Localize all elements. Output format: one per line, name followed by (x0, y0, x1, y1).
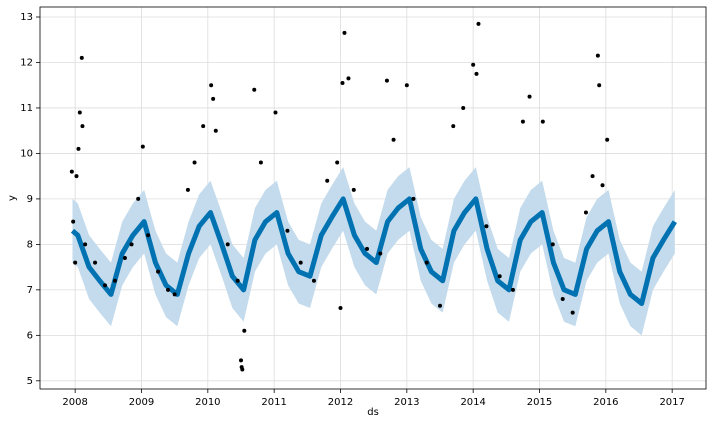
observed-point (211, 96, 216, 101)
observed-point (103, 283, 108, 288)
observed-point (605, 137, 610, 142)
y-tick-label: 13 (20, 12, 33, 23)
y-tick-label: 5 (27, 376, 33, 387)
observed-point (136, 196, 141, 201)
observed-point (192, 160, 197, 165)
observed-point (93, 260, 98, 265)
observed-point (285, 228, 290, 233)
observed-point (474, 71, 479, 76)
y-tick-label: 9 (27, 194, 33, 205)
observed-point (424, 260, 429, 265)
observed-point (451, 124, 456, 129)
observed-point (484, 224, 489, 229)
observed-point (69, 169, 74, 174)
observed-point (560, 296, 565, 301)
plot-frame (39, 6, 707, 390)
observed-point (600, 183, 605, 188)
y-tick-label: 8 (27, 239, 33, 250)
observed-point (146, 233, 151, 238)
observed-point (238, 358, 243, 363)
observed-point (240, 367, 245, 372)
observed-point (77, 110, 82, 115)
observed-point (550, 242, 555, 247)
observed-point (527, 94, 532, 99)
x-axis-label: ds (367, 407, 379, 418)
x-tick-label: 2008 (62, 397, 87, 408)
observed-point (73, 260, 78, 265)
uncertainty-band (72, 167, 675, 336)
observed-point (378, 251, 383, 256)
y-tick-label: 11 (20, 103, 33, 114)
observed-point (242, 328, 247, 333)
observed-point (201, 124, 206, 129)
observed-point (411, 196, 416, 201)
observed-point (185, 187, 190, 192)
x-tick-label: 2009 (129, 397, 154, 408)
observed-point (76, 146, 81, 151)
observed-point (71, 219, 76, 224)
observed-point (166, 287, 171, 292)
observed-point (583, 210, 588, 215)
y-tick-label: 12 (20, 57, 33, 68)
x-tick-label: 2012 (328, 397, 353, 408)
x-tick-label: 2010 (195, 397, 220, 408)
observed-point (258, 160, 263, 165)
observed-point (391, 137, 396, 142)
observed-point (74, 174, 79, 179)
x-tick-label: 2011 (261, 397, 286, 408)
observed-point (476, 21, 481, 26)
observed-point (252, 87, 257, 92)
observed-point (335, 160, 340, 165)
y-tick-label: 10 (20, 148, 33, 159)
x-tick-label: 2016 (593, 397, 618, 408)
y-axis-label: y (7, 195, 18, 201)
observed-point (172, 292, 177, 297)
observed-point (510, 287, 515, 292)
observed-point (384, 78, 389, 83)
observed-point (540, 119, 545, 124)
observed-point (298, 260, 303, 265)
observed-point (79, 55, 84, 60)
observed-point (404, 83, 409, 88)
x-tick-label: 2014 (460, 397, 485, 408)
observed-point (225, 242, 230, 247)
observed-point (437, 303, 442, 308)
observed-point (122, 256, 127, 261)
observed-point (570, 310, 575, 315)
observed-point (461, 105, 466, 110)
y-tick-label: 7 (27, 285, 33, 296)
observed-point (156, 269, 161, 274)
observed-point (325, 178, 330, 183)
observed-point (213, 128, 218, 133)
observed-point (520, 119, 525, 124)
observed-point (338, 306, 343, 311)
observed-point (129, 242, 134, 247)
x-tick-label: 2013 (394, 397, 419, 408)
observed-point (595, 53, 600, 58)
observed-point (346, 76, 351, 81)
observed-point (365, 246, 370, 251)
observed-point (590, 174, 595, 179)
x-tick-label: 2017 (659, 397, 684, 408)
observed-point (83, 242, 88, 247)
observed-point (273, 110, 278, 115)
observed-point (80, 124, 85, 129)
observed-point (342, 30, 347, 35)
observed-point (235, 278, 240, 283)
observed-point (311, 278, 316, 283)
y-tick-label: 6 (27, 330, 33, 341)
forecast-line (70, 196, 677, 307)
observed-point (209, 83, 214, 88)
observed-point (597, 83, 602, 88)
observed-point (497, 274, 502, 279)
observed-point (471, 62, 476, 67)
observed-point (140, 144, 145, 149)
observed-point (351, 187, 356, 192)
x-tick-label: 2015 (527, 397, 552, 408)
observed-point (340, 80, 345, 85)
observed-point (112, 278, 117, 283)
